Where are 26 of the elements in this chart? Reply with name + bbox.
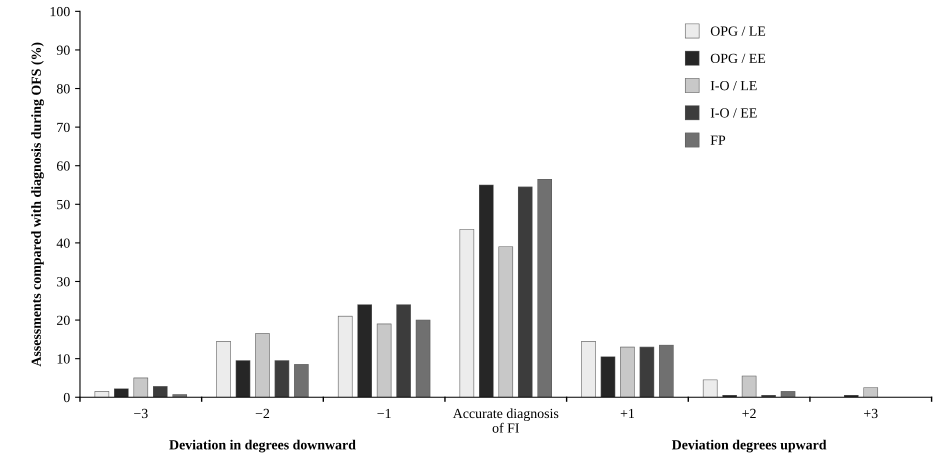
legend-label: I-O / LE: [710, 80, 757, 90]
x-tick-label: Accurate diagnosis of FI: [452, 408, 558, 433]
x-tick-label: −3: [134, 408, 148, 418]
y-tick-label: 40: [56, 238, 70, 248]
x-tick-label: −1: [377, 408, 391, 418]
y-tick-label: 0: [64, 392, 70, 402]
text: Deviation in degrees downward: [169, 440, 356, 452]
y-axis-title: Assessments compared with diagnosis during OFS (%): [31, 42, 44, 366]
x-tick-label: −2: [256, 408, 270, 418]
legend-label: FP: [710, 136, 726, 145]
y-tick-label: 100: [50, 6, 70, 16]
y-tick-label: 80: [56, 84, 70, 94]
y-tick-label: 20: [56, 316, 70, 326]
y-tick-label: 10: [58, 354, 70, 364]
y-tick-label: 90: [56, 46, 70, 55]
legend-label: I-O / EE: [710, 108, 757, 118]
y-tick-label: 70: [57, 122, 70, 132]
y-tick-label: 50: [57, 200, 70, 210]
text: Deviation degrees upward: [672, 440, 826, 452]
legend-label: OPG / EE: [710, 54, 766, 64]
x-tick-label: +3: [864, 408, 878, 418]
y-tick-label: 30: [57, 277, 70, 286]
legend-label: OPG / LE: [710, 26, 766, 36]
y-tick-label: 60: [56, 161, 70, 171]
x-tick-label: +2: [742, 408, 756, 418]
x-tick-label: +1: [620, 408, 634, 418]
